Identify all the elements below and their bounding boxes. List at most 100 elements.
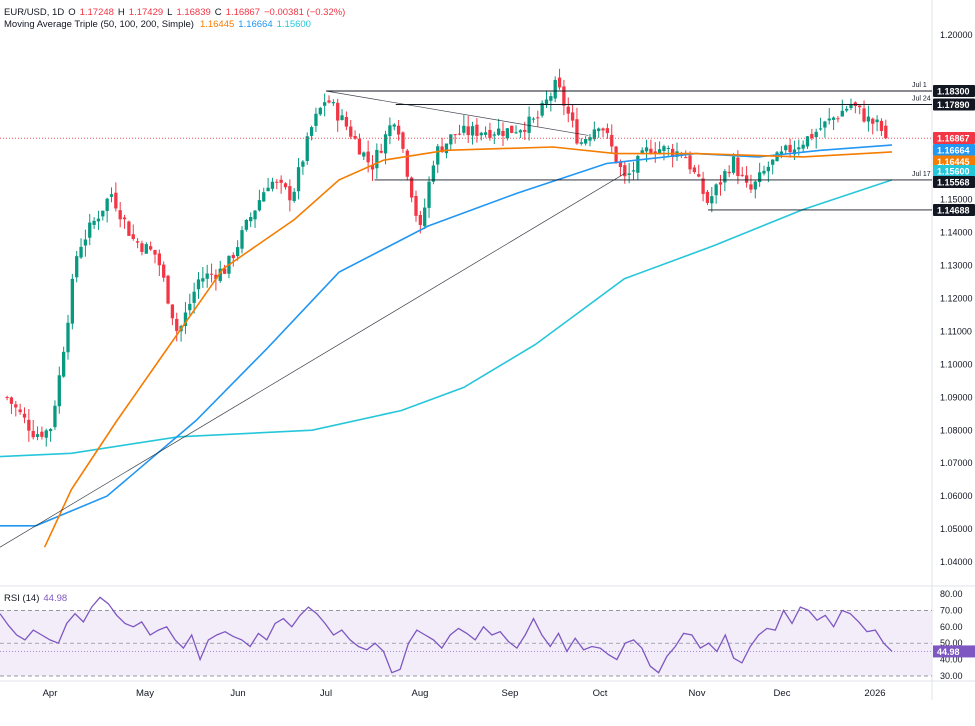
candle [744, 166, 749, 188]
rsi-tick-label: 50.00 [940, 638, 963, 648]
candle [27, 409, 31, 442]
candle-body [623, 165, 627, 177]
candle [831, 116, 836, 131]
candle-body [344, 117, 349, 127]
candle [166, 274, 170, 305]
level-label: Jul 17 [912, 171, 931, 178]
candle [127, 220, 131, 237]
candle [871, 117, 875, 135]
candle-body [9, 397, 14, 404]
candle-body [836, 118, 840, 120]
candle-body [53, 405, 57, 428]
ma-title[interactable]: Moving Average Triple (50, 100, 200, Sim… [4, 19, 194, 30]
candle [823, 120, 827, 138]
candle-body [831, 117, 836, 120]
rsi-title: RSI (14) [4, 593, 40, 604]
candle [836, 115, 840, 123]
candle-body [718, 182, 723, 185]
price-tick-label: 1.12000 [940, 294, 973, 304]
candle [757, 162, 762, 187]
candle-body [475, 124, 479, 136]
candle-body [627, 173, 631, 175]
candle-body [214, 274, 218, 280]
candle-body [466, 126, 470, 136]
ma100-line [0, 144, 893, 527]
last-price-tag: 1.16867 [933, 132, 975, 144]
candle-body [657, 149, 662, 154]
candle [70, 273, 74, 330]
candle-body [105, 198, 109, 211]
candle-body [692, 167, 697, 173]
candle-body [814, 131, 818, 138]
candle-body [340, 115, 344, 121]
candle [40, 426, 44, 440]
candle-body [583, 138, 588, 144]
symbol-title[interactable]: EUR/USD, 1D [4, 7, 65, 18]
candle-body [257, 200, 262, 211]
candle [492, 131, 496, 144]
rsi-tick-label: 80.00 [940, 589, 963, 599]
candle-body [501, 130, 505, 136]
candle-body [436, 146, 440, 165]
candle-body [92, 220, 96, 225]
candle [157, 249, 161, 276]
candle-body [592, 129, 596, 140]
candle-body [170, 304, 175, 319]
ma50-value: 1.16445 [199, 19, 235, 30]
candle-body [823, 121, 827, 128]
candle-body [862, 108, 866, 122]
candle [562, 79, 566, 116]
candle [583, 136, 588, 146]
candle-body [362, 152, 366, 157]
candle [701, 171, 705, 202]
price-tag-text: 1.15600 [937, 167, 970, 177]
candle [22, 407, 27, 424]
rsi-tag-text: 44.98 [937, 647, 960, 657]
candle [844, 105, 849, 113]
candle [697, 164, 701, 178]
candle-body [736, 157, 740, 177]
candle-body [279, 179, 283, 183]
level-price-tag: 1.17890 [933, 98, 975, 111]
candle-body [101, 210, 105, 217]
candle-body [492, 134, 496, 136]
rsi-legend[interactable]: RSI (14) 44.98 [4, 593, 67, 604]
time-axis-label: Apr [43, 688, 58, 699]
candle-body [631, 170, 636, 172]
candle-body [579, 142, 583, 144]
candle-body [140, 243, 144, 252]
candle [840, 99, 844, 117]
candle [96, 210, 101, 230]
candle-body [449, 134, 453, 145]
candle [714, 183, 718, 204]
candle [788, 138, 792, 158]
ma100-value: 1.16664 [238, 19, 273, 30]
candle-body [218, 268, 222, 281]
candle-body [14, 404, 18, 408]
price-tag-text: 1.16867 [937, 134, 970, 144]
candle-body [701, 178, 705, 194]
candle [388, 117, 392, 145]
price-tick-label: 1.11000 [940, 326, 972, 336]
candle [531, 117, 536, 123]
candle-body [549, 96, 553, 101]
price-tag-text: 1.17890 [937, 100, 970, 110]
candle [731, 153, 736, 175]
candle [188, 293, 192, 315]
candle [244, 218, 248, 232]
candle [518, 129, 523, 139]
candle-body [336, 102, 340, 121]
candle [336, 98, 340, 132]
level-price-tag: 1.18300 [933, 84, 975, 97]
candle-body [792, 149, 797, 155]
rsi-tag-bg [933, 645, 975, 658]
candle-body [157, 253, 161, 266]
low-label: L [167, 7, 173, 18]
rising-trendline [0, 173, 626, 548]
price-tick-label: 1.07000 [940, 458, 973, 468]
candle-body [527, 116, 531, 133]
candle [122, 214, 127, 229]
ma200-line [0, 179, 893, 458]
candle [466, 115, 470, 144]
